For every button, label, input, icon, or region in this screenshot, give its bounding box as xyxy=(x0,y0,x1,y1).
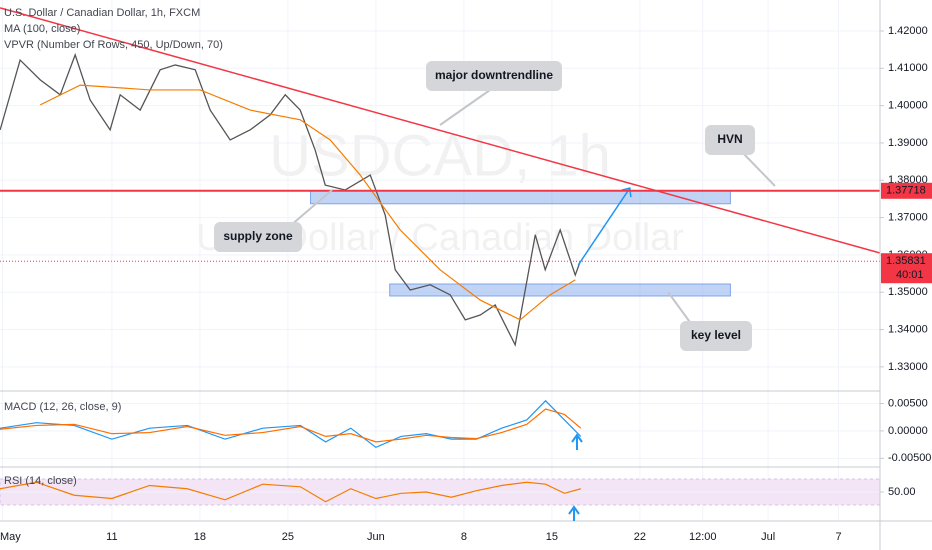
x-tick-label: Jul xyxy=(761,531,775,543)
callout-text: HVN xyxy=(717,132,742,146)
price-label: 1.37718 xyxy=(886,185,926,197)
watermark: USDCAD, 1h xyxy=(269,123,611,188)
callout xyxy=(426,61,562,91)
arrow-head xyxy=(621,187,632,198)
callout-tail xyxy=(667,291,693,326)
y-tick-label: 0.00000 xyxy=(888,425,928,437)
x-tick-label: 18 xyxy=(194,531,206,543)
price-label-bg xyxy=(881,182,932,199)
x-tick-label: 15 xyxy=(546,531,558,543)
countdown: 40:01 xyxy=(896,269,924,281)
y-tick-label: 1.41000 xyxy=(888,62,928,74)
line-series xyxy=(0,52,581,347)
x-tick-label: Jun xyxy=(367,531,385,543)
arrow-icon xyxy=(571,433,583,450)
indicator-legend: RSI (14, close) xyxy=(4,475,77,487)
callout-text: supply zone xyxy=(223,229,293,243)
y-tick-label: 50.00 xyxy=(888,486,916,498)
arrow-icon xyxy=(568,505,580,521)
y-tick-label: -0.00500 xyxy=(888,452,931,464)
x-tick-label: 25 xyxy=(282,531,294,543)
x-tick-label: 7 xyxy=(835,531,841,543)
y-tick-label: 1.34000 xyxy=(888,323,928,335)
x-tick-label: 8 xyxy=(461,531,467,543)
line-series xyxy=(0,408,582,443)
callout-text: key level xyxy=(691,328,741,342)
line-series xyxy=(0,481,581,503)
price-label-bg xyxy=(881,253,932,284)
callout-text: major downtrendline xyxy=(435,68,553,82)
y-tick-label: 1.40000 xyxy=(888,100,928,112)
x-tick-label: 12:00 xyxy=(689,531,717,543)
y-tick-label: 1.39000 xyxy=(888,137,928,149)
y-tick-label: 0.00500 xyxy=(888,397,928,409)
price-label: 1.35831 xyxy=(886,255,926,267)
zone xyxy=(389,283,731,297)
y-tick-label: 1.37000 xyxy=(888,211,928,223)
trendline xyxy=(0,7,881,254)
indicator-legend: MA (100, close) xyxy=(4,23,80,35)
callout-tail xyxy=(289,189,333,227)
projection-arrow xyxy=(577,187,631,266)
x-tick-label: May xyxy=(0,531,21,543)
x-tick-label: 11 xyxy=(106,531,117,543)
indicator-legend: MACD (12, 26, close, 9) xyxy=(4,401,121,413)
callout xyxy=(214,222,302,252)
line-series xyxy=(0,399,582,449)
line-series xyxy=(39,84,576,321)
x-tick-label: 22 xyxy=(634,531,646,543)
callout xyxy=(705,125,755,155)
y-tick-label: 1.35000 xyxy=(888,286,928,298)
indicator-legend: VPVR (Number Of Rows, 450, Up/Down, 70) xyxy=(4,39,223,51)
callout-tail xyxy=(739,149,776,187)
y-tick-label: 1.33000 xyxy=(888,361,928,373)
y-tick-label: 1.42000 xyxy=(888,25,928,37)
callout xyxy=(680,321,752,351)
callout-tail xyxy=(439,89,491,126)
chart-title: U.S. Dollar / Canadian Dollar, 1h, FXCM xyxy=(4,7,200,19)
plots xyxy=(0,0,881,521)
